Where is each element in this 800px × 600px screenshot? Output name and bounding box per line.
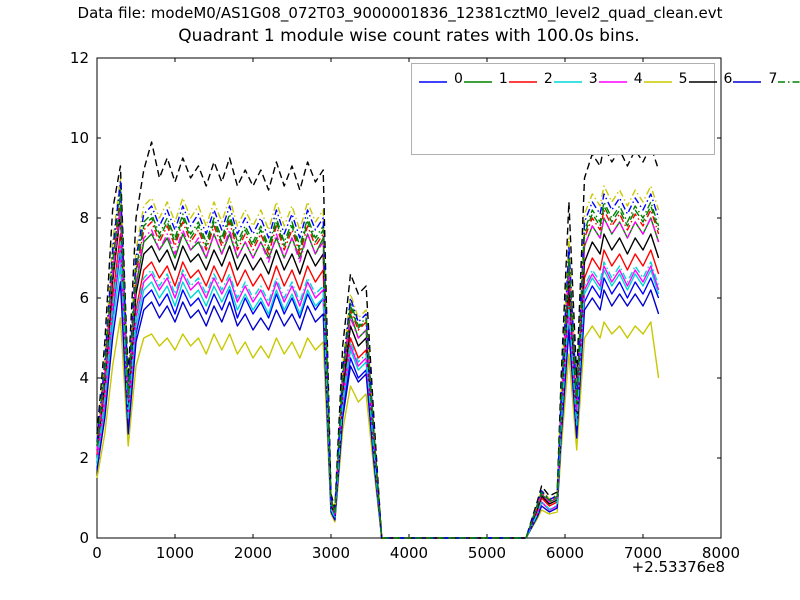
legend-swatch-2	[508, 73, 538, 85]
legend-entry-2[interactable]: 2	[508, 69, 553, 89]
x-tick-label: 8000	[702, 544, 740, 562]
legend-entry-1[interactable]: 1	[463, 69, 508, 89]
x-tick-label: 4000	[390, 544, 428, 562]
legend-entry-6[interactable]: 6	[688, 69, 733, 89]
legend-label-2: 2	[543, 71, 553, 87]
legend-entry-4[interactable]: 4	[598, 69, 643, 89]
chart-title: Quadrant 1 module wise count rates with …	[178, 26, 640, 46]
x-tick-label: 5000	[468, 544, 506, 562]
legend-entry-7[interactable]: 7	[732, 69, 777, 89]
legend-swatch-3	[553, 73, 583, 85]
legend-label-5: 5	[678, 71, 688, 87]
x-tick-label: 7000	[624, 544, 662, 562]
legend-label-4: 4	[633, 71, 643, 87]
legend-swatch-6	[688, 73, 718, 85]
legend-grid: 0123456789101112131415	[418, 69, 800, 149]
legend-swatch-1	[463, 73, 493, 85]
legend-swatch-0	[418, 73, 448, 85]
x-tick-label: 2000	[234, 544, 272, 562]
y-tick-label: 0	[79, 529, 89, 547]
x-tick-label: 1000	[156, 544, 194, 562]
y-tick-label: 8	[79, 209, 89, 227]
series-line-5	[96, 317, 660, 539]
legend-entry-5[interactable]: 5	[643, 69, 688, 89]
legend-label-0: 0	[454, 71, 463, 87]
legend-entry-0[interactable]: 0	[418, 69, 463, 89]
x-tick-label: 0	[92, 544, 102, 562]
legend-label-3: 3	[588, 71, 598, 87]
legend-entry-8[interactable]: 8	[777, 69, 800, 89]
x-tick-label: 6000	[546, 544, 584, 562]
series-line-7	[96, 281, 660, 539]
legend-entry-3[interactable]: 3	[553, 69, 598, 89]
legend-label-6: 6	[723, 71, 733, 87]
y-tick-label: 12	[70, 49, 89, 67]
legend-swatch-4	[598, 73, 628, 85]
legend-swatch-7	[732, 73, 762, 85]
legend-swatch-8	[777, 73, 800, 85]
y-tick-label: 4	[79, 369, 89, 387]
y-tick-label: 10	[70, 129, 89, 147]
x-tick-label: 3000	[312, 544, 350, 562]
legend: 0123456789101112131415	[411, 63, 800, 155]
legend-label-7: 7	[768, 71, 778, 87]
legend-swatch-5	[643, 73, 673, 85]
series-line-14	[96, 181, 660, 539]
data-file-suptitle: Data file: modeM0/AS1G08_072T03_90000018…	[77, 4, 723, 22]
y-tick-label: 2	[79, 449, 89, 467]
y-tick-label: 6	[79, 289, 89, 307]
legend-label-1: 1	[498, 71, 508, 87]
x-axis-offset-text: +2.53376e8	[631, 558, 725, 576]
